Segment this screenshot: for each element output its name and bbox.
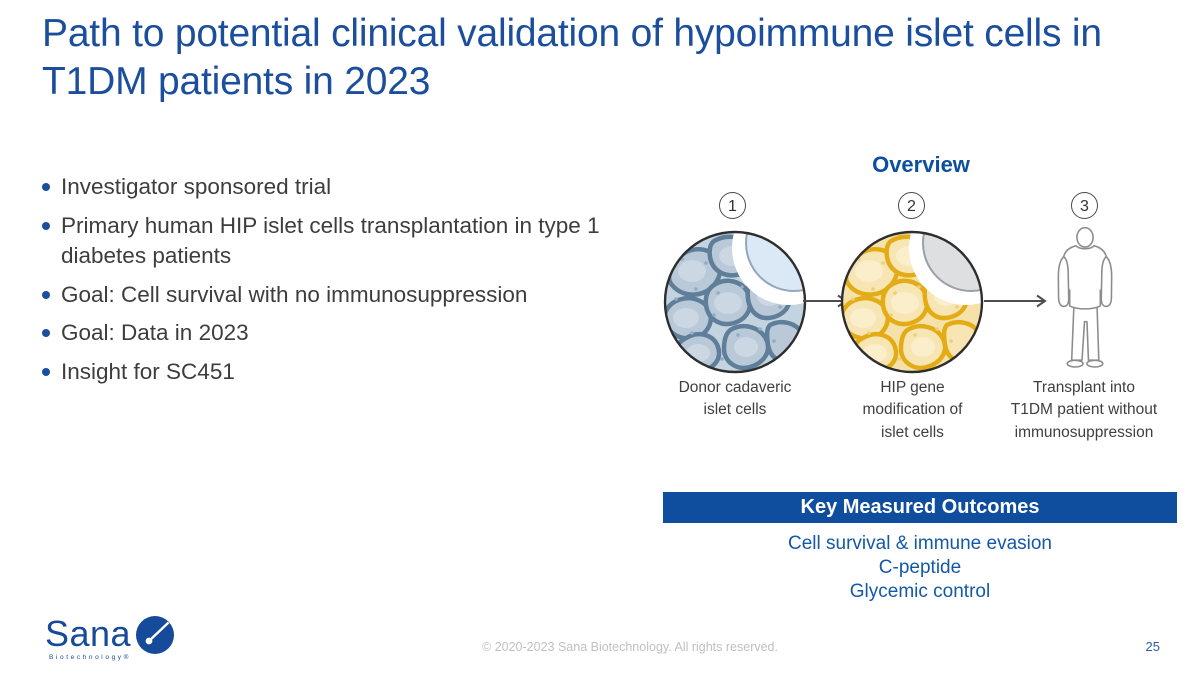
- slide-title: Path to potential clinical validation of…: [42, 12, 1102, 104]
- patient-figure-icon: [1057, 227, 1113, 368]
- step-label: Transplant into T1DM patient without imm…: [997, 377, 1171, 444]
- bullet-text: Primary human HIP islet cells transplant…: [61, 212, 600, 269]
- sana-logo: Sana Biotechnology®: [45, 615, 175, 661]
- outcomes-header-bar: Key Measured Outcomes: [663, 492, 1177, 523]
- step-label-line: immunosuppression: [1014, 423, 1154, 441]
- bullet-icon: [42, 290, 50, 299]
- bullet-icon: [42, 221, 50, 230]
- step-label-line: HIP gene: [880, 379, 945, 396]
- step-label: Donor cadaveric islet cells: [653, 377, 817, 422]
- step-label-line: T1DM patient without: [1010, 401, 1158, 419]
- step-number-badge: 1: [719, 192, 746, 219]
- step-label-line: islet cells: [881, 423, 944, 441]
- copyright-text: © 2020-2023 Sana Biotechnology. All righ…: [482, 640, 778, 654]
- bullet-icon: [42, 183, 50, 191]
- logo-needle-icon: [136, 616, 175, 654]
- sana-logo-subtext: Biotechnology®: [49, 653, 132, 661]
- step-label: HIP gene modification of islet cells: [845, 377, 980, 444]
- outcome-item: Cell survival & immune evasion: [788, 533, 1052, 554]
- outcome-item: Glycemic control: [849, 581, 991, 602]
- step-label-line: modification of: [862, 401, 963, 419]
- outcomes-list: Cell survival & immune evasion C-peptide…: [663, 532, 1177, 604]
- list-item: Goal: Data in 2023: [40, 318, 600, 349]
- overview-heading: Overview: [872, 152, 970, 177]
- list-item: Investigator sponsored trial: [40, 172, 600, 203]
- bullet-text: Insight for SC451: [61, 358, 235, 384]
- bullet-text: Goal: Cell survival with no immunosuppre…: [61, 281, 528, 307]
- page-number: 25: [1145, 639, 1160, 654]
- outcomes-heading: Key Measured Outcomes: [800, 496, 1040, 518]
- list-item: Insight for SC451: [40, 357, 600, 388]
- bullet-icon: [42, 329, 50, 338]
- step-label-line: Donor cadaveric: [678, 379, 792, 396]
- bullet-list: Investigator sponsored trial Primary hum…: [40, 172, 600, 396]
- hip-modified-cells-illustration: [840, 230, 984, 374]
- bullet-text: Goal: Data in 2023: [61, 320, 249, 346]
- step-label-line: islet cells: [703, 401, 767, 419]
- outcome-item: C-peptide: [878, 557, 962, 578]
- bullet-icon: [42, 367, 50, 376]
- arrow-icon: [984, 294, 1047, 308]
- list-item: Goal: Cell survival with no immunosuppre…: [40, 280, 600, 311]
- step-number-badge: 2: [898, 192, 925, 219]
- step-label-line: Transplant into: [1033, 379, 1135, 396]
- donor-islet-cells-illustration: [663, 230, 807, 374]
- bullet-text: Investigator sponsored trial: [61, 174, 332, 199]
- step-number-badge: 3: [1071, 192, 1098, 219]
- list-item: Primary human HIP islet cells transplant…: [40, 211, 600, 272]
- sana-wordmark: Sana: [45, 612, 132, 654]
